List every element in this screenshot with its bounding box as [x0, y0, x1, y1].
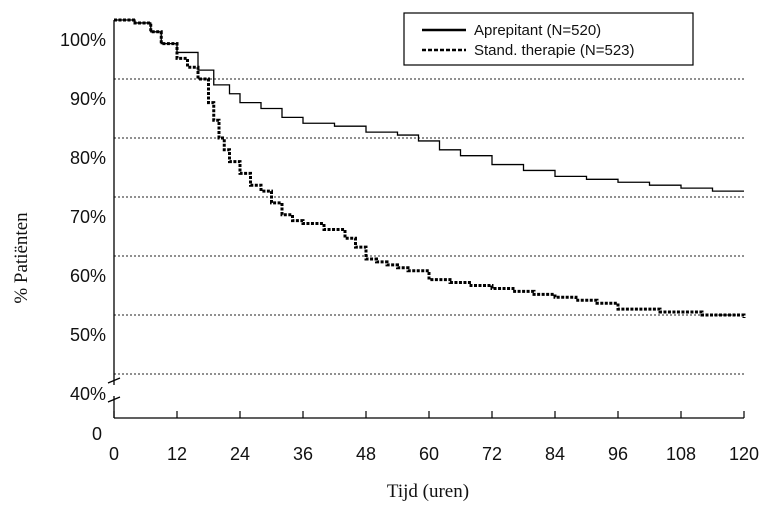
x-tick-label-24: 24 [230, 444, 250, 464]
y-tick-label-70: 70% [70, 207, 106, 227]
legend-box [403, 12, 694, 66]
series-line-standard-therapy [114, 18, 746, 318]
y-tick-label-90: 90% [70, 89, 106, 109]
y-axis-break-mark [107, 377, 121, 403]
legend-label-standard: Stand. therapie (N=523) [474, 42, 635, 59]
x-tick-label-0: 0 [109, 444, 119, 464]
y-axis-title: % Patiënten [11, 212, 32, 304]
y-tick-label-50: 50% [70, 325, 106, 345]
x-axis-title: Tijd (uren) [387, 481, 469, 502]
x-tick-label-60: 60 [419, 444, 439, 464]
legend-label-aprepitant: Aprepitant (N=520) [474, 22, 601, 39]
y-tick-label-60: 60% [70, 266, 106, 286]
x-tick-label-36: 36 [293, 444, 313, 464]
x-tick-label-72: 72 [482, 444, 502, 464]
x-tick-label-108: 108 [666, 444, 696, 464]
x-tick-label-84: 84 [545, 444, 565, 464]
y-tick-label-80: 80% [70, 148, 106, 168]
axes [107, 20, 744, 419]
x-tick-label-96: 96 [608, 444, 628, 464]
series [114, 18, 746, 318]
series-line-aprepitant [114, 19, 744, 192]
legend: Aprepitant (N=520) Stand. therapie (N=52… [403, 12, 694, 66]
x-tick-label-12: 12 [167, 444, 187, 464]
x-ticks: 0 12 24 36 48 60 72 84 96 108 120 [109, 411, 759, 464]
gridlines [114, 78, 744, 375]
y-tick-label-40: 40% [70, 384, 106, 404]
x-tick-label-120: 120 [729, 444, 759, 464]
x-tick-label-48: 48 [356, 444, 376, 464]
y-ticks: 40% 50% 60% 70% 80% 90% 100% [60, 30, 106, 404]
y-tick-label-100: 100% [60, 30, 106, 50]
y-zero-label: 0 [92, 424, 102, 444]
